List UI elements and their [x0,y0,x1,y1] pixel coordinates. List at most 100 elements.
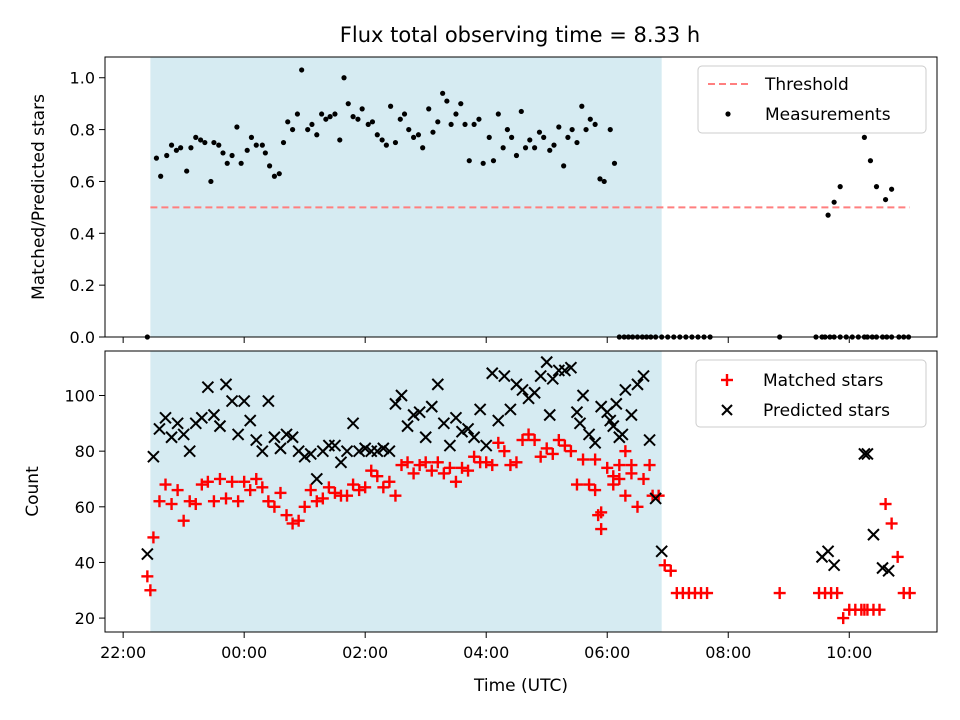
matched-point [159,478,172,491]
measurement-point [350,114,356,120]
matched-point [831,587,844,600]
measurement-point [365,121,371,128]
measurement-point [253,142,259,148]
matched-point [401,456,414,469]
matched-point [298,500,311,513]
legend-predicted-swatch [721,404,733,416]
legend-threshold-label: Threshold [764,75,849,95]
legend-matched-label: Matched stars [763,371,883,391]
matched-point [371,470,384,483]
measurement-point [831,199,837,205]
measurement-point [480,160,486,166]
top-panel: 0.0 0.2 0.4 0.6 0.8 1.0 Matched/Predicted sta… [29,56,938,347]
matched-point [583,478,596,491]
matched-point [250,472,263,485]
predicted-point [159,411,172,424]
predicted-point [882,564,895,577]
matched-point [534,450,547,463]
predicted-point [310,472,323,486]
bottom-x-tick-label: 22:00 [100,643,146,662]
measurement-point [500,145,506,151]
measurement-point [397,116,403,122]
measurement-point [513,152,520,159]
bottom-x-tick-label: 04:00 [463,643,509,662]
measurement-point [234,124,240,130]
measurement-point [208,178,214,185]
measurement-point [173,147,180,153]
bottom-y-tick-label: 20 [75,609,95,628]
measurement-point [248,134,255,140]
predicted-point [564,361,578,374]
predicted-point [588,436,602,450]
predicted-point [643,433,656,447]
predicted-point [207,408,221,422]
measurement-point [490,158,497,164]
predicted-point [165,431,178,444]
predicted-point [861,447,874,461]
measurement-point [188,145,194,151]
predicted-point [371,444,384,458]
predicted-point [437,417,451,430]
predicted-point [395,389,408,402]
predicted-point [821,545,835,558]
measurement-point [527,137,533,143]
predicted-point [867,528,880,541]
measurement-point [271,173,278,179]
predicted-point [576,389,590,402]
matched-point [625,467,638,480]
predicted-point [492,414,505,427]
measurement-point [440,90,446,96]
top-x-ticks [122,337,850,343]
measurement-point [597,176,603,182]
matched-point [528,434,541,447]
measurement-point [509,134,515,140]
matched-point [419,456,432,469]
measurement-point [184,168,190,174]
matched-point [891,550,904,563]
matched-point [274,486,287,499]
measurement-point [556,124,562,130]
predicted-point [183,444,196,458]
predicted-point [616,428,629,441]
matched-point [316,492,329,505]
matched-point [449,475,462,488]
bottom-y-axis-label: Count [23,466,43,517]
predicted-point [631,378,644,391]
measurement-point [532,145,538,151]
matched-point [570,478,583,491]
predicted-point [540,355,553,369]
predicted-point [876,561,889,575]
measurement-point [262,150,268,156]
bottom-x-tick-label: 10:00 [826,643,872,662]
measurement-point [592,121,598,128]
top-y-axis-label: Matched/Predicted stars [29,94,49,300]
measurement-point [388,103,394,109]
predicted-point [268,431,281,444]
matched-point [292,514,305,527]
bottom-x-tick-label: 00:00 [221,643,267,662]
predicted-point [195,411,209,424]
matched-point [389,489,402,502]
matched-point [619,445,632,458]
matched-point [619,489,632,502]
matched-point [201,475,214,488]
legend-measurements-swatch [725,111,731,117]
matched-point [304,484,317,497]
predicted-point [604,414,617,427]
predicted-point [655,545,668,558]
measurement-point [193,134,199,140]
measurement-point [285,119,291,125]
matched-point [377,481,390,494]
measurement-point [153,155,160,161]
top-observing-span [150,57,662,337]
predicted-point [516,383,529,397]
bottom-axes-frame [104,350,938,633]
top-legend-box [697,65,927,134]
matched-point [238,475,251,488]
matched-point [516,434,529,447]
matched-point [885,517,898,530]
measurement-point [420,145,426,151]
predicted-point [153,422,166,436]
measurement-point [825,212,831,218]
matched-point [280,509,293,522]
